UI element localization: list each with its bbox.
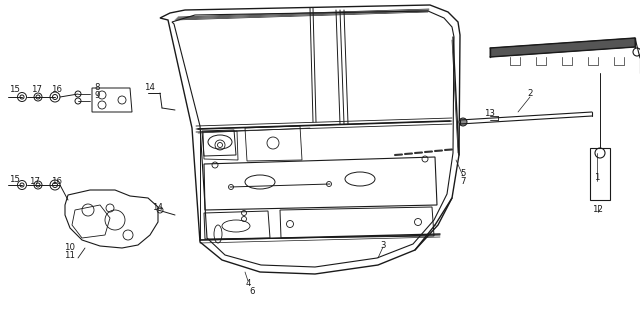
Text: 17: 17 bbox=[31, 85, 42, 94]
Text: 8: 8 bbox=[94, 83, 100, 93]
Text: 3: 3 bbox=[380, 240, 386, 249]
Text: 12: 12 bbox=[593, 205, 604, 215]
Text: 5: 5 bbox=[460, 169, 466, 179]
Text: 16: 16 bbox=[51, 176, 63, 186]
Text: 6: 6 bbox=[249, 287, 255, 295]
Text: 11: 11 bbox=[65, 251, 76, 261]
Text: 1: 1 bbox=[595, 174, 600, 182]
Text: 10: 10 bbox=[65, 243, 76, 253]
Circle shape bbox=[459, 118, 467, 126]
Text: 9: 9 bbox=[94, 91, 100, 100]
Text: 16: 16 bbox=[51, 85, 63, 94]
Polygon shape bbox=[490, 38, 635, 57]
Text: 14: 14 bbox=[145, 83, 156, 93]
Text: 2: 2 bbox=[527, 89, 532, 99]
Text: 7: 7 bbox=[460, 177, 466, 186]
Text: 15: 15 bbox=[10, 175, 20, 184]
Text: 15: 15 bbox=[10, 85, 20, 94]
Text: 17: 17 bbox=[29, 176, 40, 186]
Text: 4: 4 bbox=[245, 278, 251, 288]
Text: 13: 13 bbox=[484, 108, 495, 117]
Text: 14: 14 bbox=[152, 203, 163, 211]
Bar bbox=[590, 148, 610, 200]
